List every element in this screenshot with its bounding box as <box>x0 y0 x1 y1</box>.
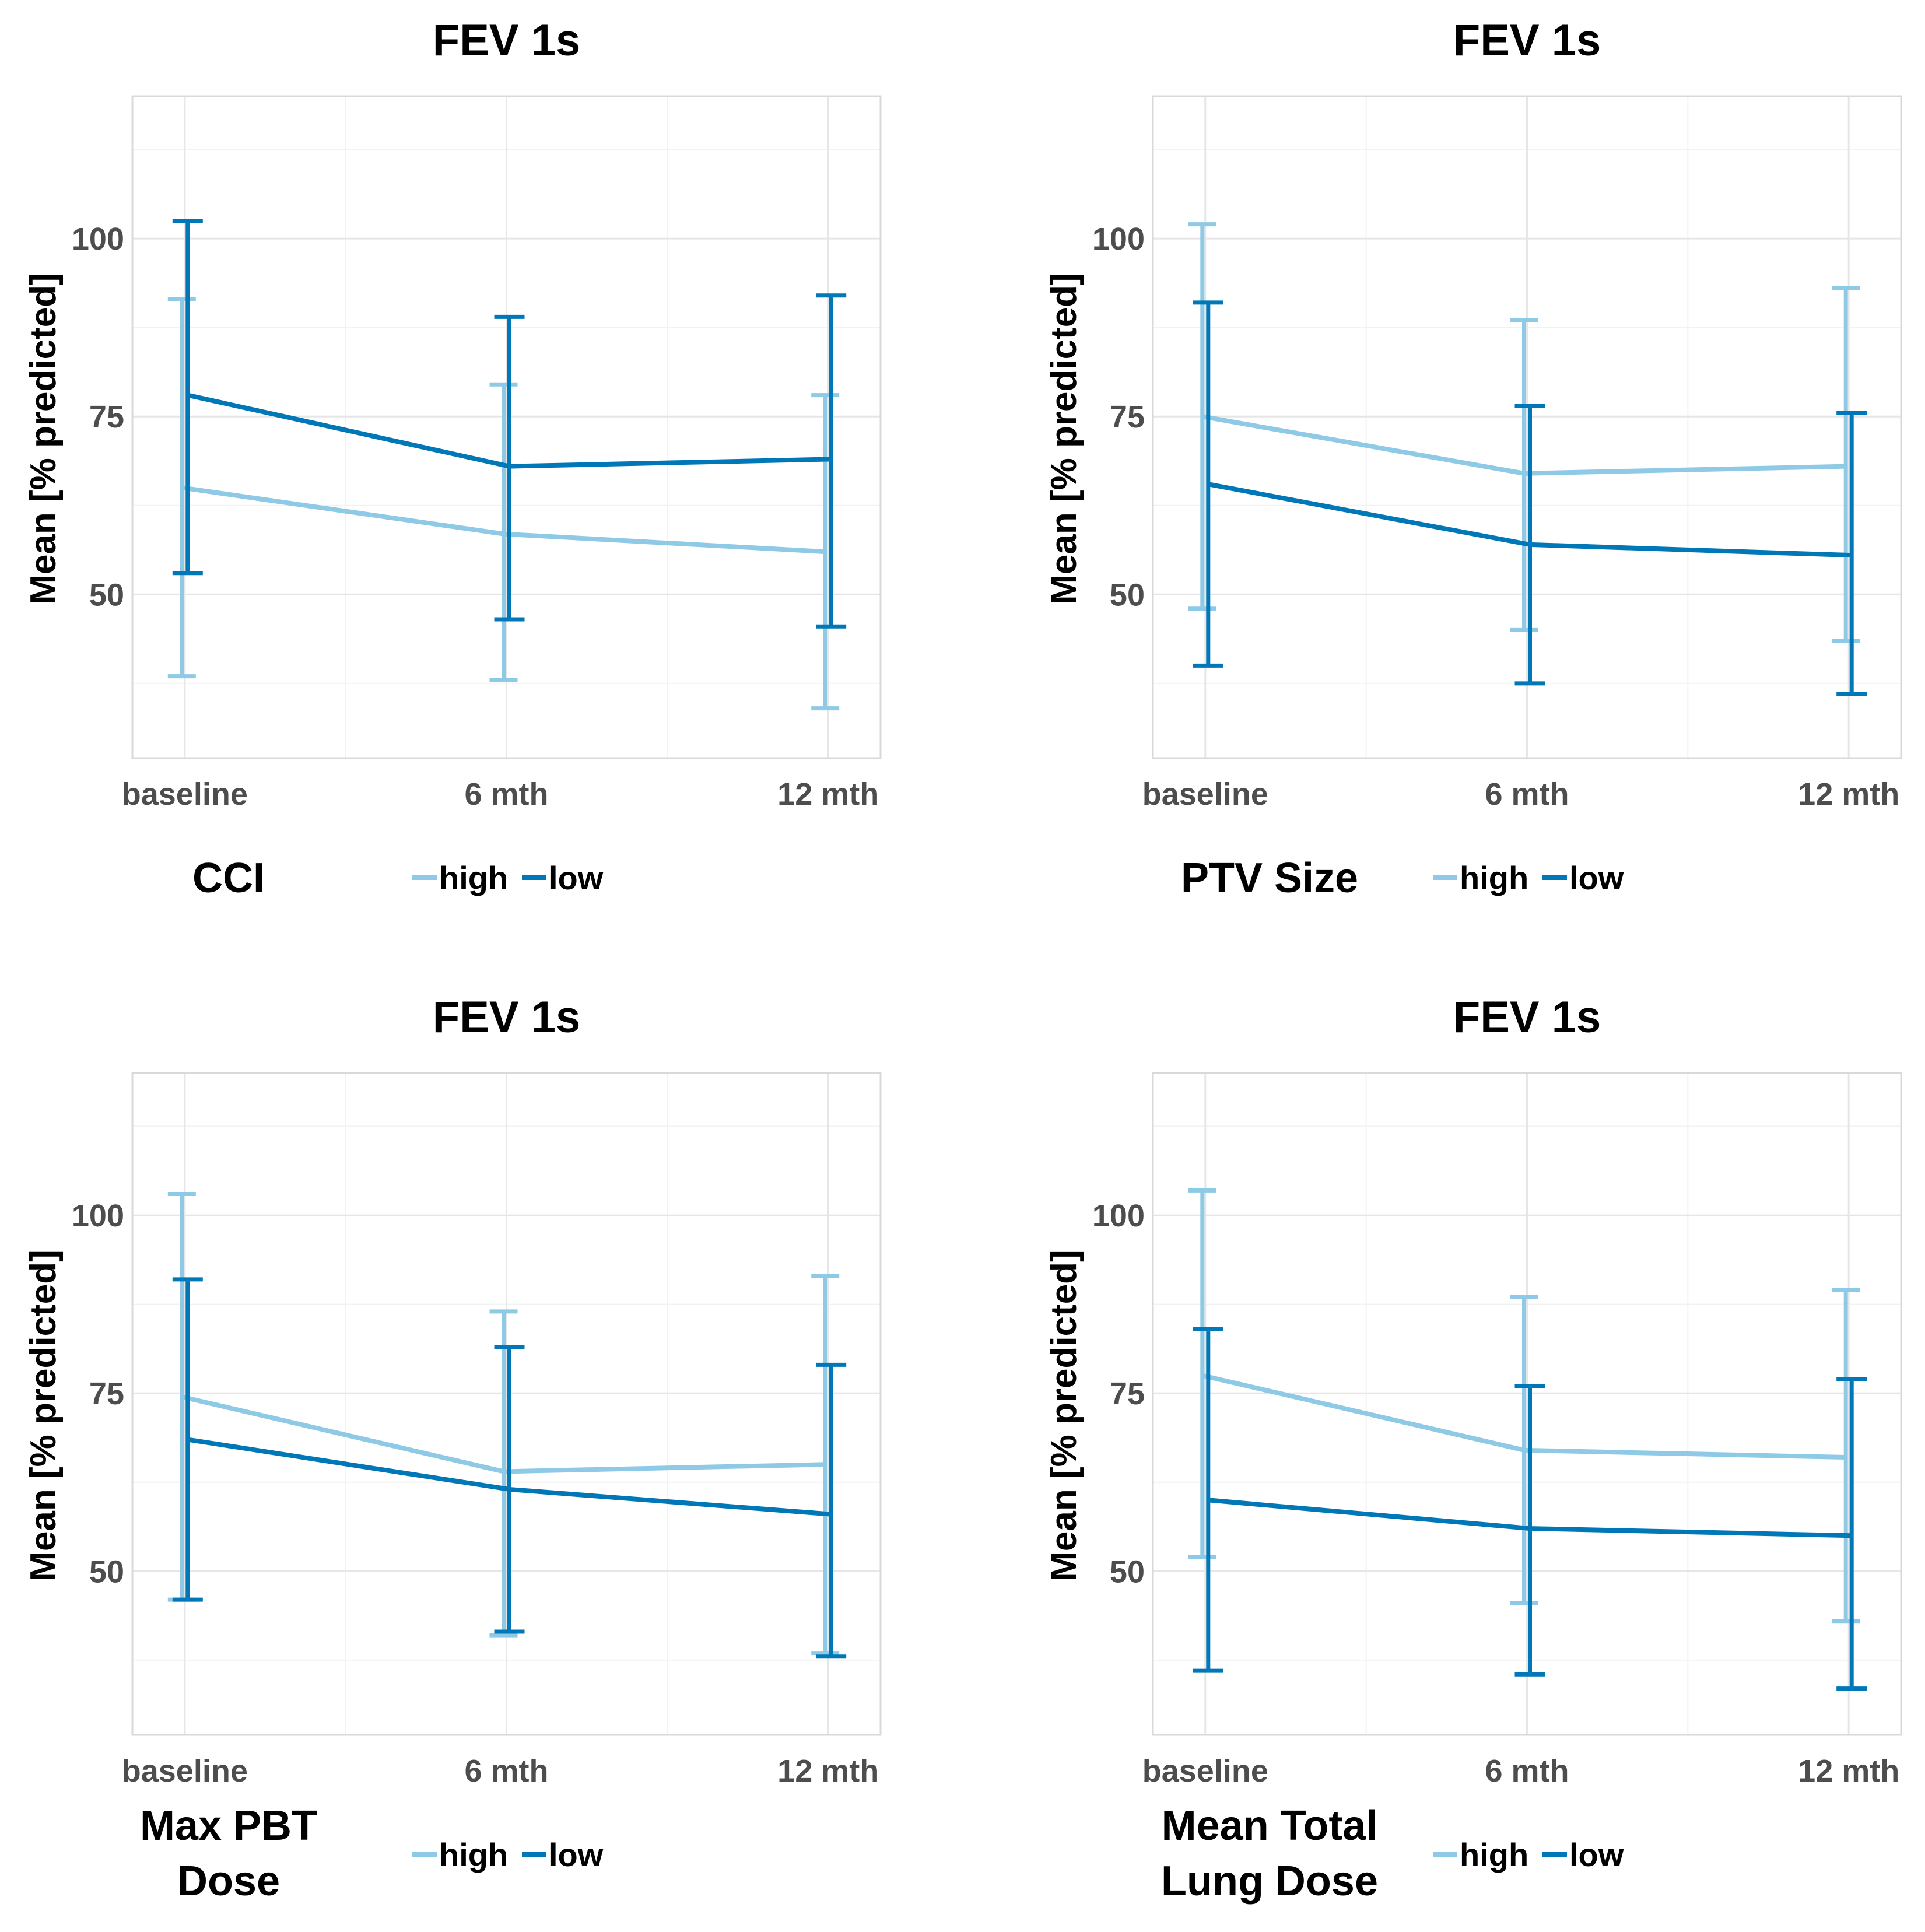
chart-panel-3: FEV 1s 50 75 100 baseline 6 mth 12 mth Mean [% … <box>23 993 882 1905</box>
y-tick-label: 100 <box>72 1198 124 1233</box>
legend-label-low: low <box>1569 1836 1624 1873</box>
y-tick-label: 100 <box>1092 222 1145 257</box>
legend-label-high: high <box>439 860 508 896</box>
series-high <box>1188 1188 1860 1624</box>
series-line <box>181 1394 826 1474</box>
series-high <box>1188 222 1860 643</box>
series-line <box>187 1437 832 1517</box>
y-tick-label: 50 <box>89 1554 124 1589</box>
x-tick-label: 12 mth <box>1798 777 1899 812</box>
series-high <box>167 1191 840 1656</box>
legend-label-high: high <box>1460 860 1528 896</box>
y-tick-label: 75 <box>1110 399 1145 434</box>
legend: Mean Total Lung Dose high low <box>1161 1803 1624 1905</box>
series-line <box>181 485 826 555</box>
y-tick-label: 75 <box>1110 1376 1145 1411</box>
x-tick-label: baseline <box>1142 777 1268 812</box>
chart-panel-1: FEV 1s 50 75 100 baseline 6 mth 12 mth Mean [% … <box>23 16 882 902</box>
y-axis-label: Mean [% predicted] <box>23 273 64 604</box>
series-line <box>1208 482 1852 558</box>
plot-border <box>131 95 882 759</box>
chart-title: FEV 1s <box>1453 993 1601 1042</box>
legend-label-low: low <box>549 1836 604 1873</box>
plot-border <box>1152 1072 1902 1736</box>
y-tick-label: 100 <box>1092 1198 1145 1233</box>
y-axis-label: Mean [% predicted] <box>1044 273 1084 604</box>
legend-title-line-1: Mean Total <box>1162 1803 1378 1849</box>
series-low <box>172 219 847 629</box>
x-tick-label: 6 mth <box>464 1754 548 1789</box>
legend-title-line-2: Dose <box>177 1858 280 1905</box>
x-tick-label: 12 mth <box>777 1754 879 1789</box>
legend: PTV Size high low <box>1181 855 1624 902</box>
legend-title-line-1: Max PBT <box>140 1803 317 1849</box>
series-low <box>1193 1327 1867 1691</box>
y-axis-label: Mean [% predicted] <box>23 1250 64 1581</box>
legend-title: CCI <box>192 855 265 902</box>
y-tick-label: 50 <box>1110 577 1145 612</box>
chart-title: FEV 1s <box>433 16 580 65</box>
legend: Max PBT Dose high low <box>140 1803 604 1905</box>
x-tick-label: 6 mth <box>464 777 548 812</box>
chart-panel-4: FEV 1s 50 75 100 baseline 6 mth 12 mth Mean [% … <box>1044 993 1902 1905</box>
y-axis-label: Mean [% predicted] <box>1044 1250 1084 1581</box>
y-tick-label: 50 <box>89 577 124 612</box>
legend-label-low: low <box>549 860 604 896</box>
y-tick-label: 100 <box>72 222 124 257</box>
x-tick-label: baseline <box>122 777 248 812</box>
chart-panel-2: FEV 1s 50 75 100 baseline 6 mth 12 mth Mean [% … <box>1044 16 1902 902</box>
x-tick-label: baseline <box>1142 1754 1268 1789</box>
chart-title: FEV 1s <box>1453 16 1601 65</box>
series-low <box>1193 300 1867 696</box>
series-line <box>1202 414 1846 476</box>
y-tick-label: 50 <box>1110 1554 1145 1589</box>
series-line <box>1201 1373 1846 1460</box>
legend-title: PTV Size <box>1181 855 1358 902</box>
series-line <box>187 392 832 469</box>
y-tick-label: 75 <box>89 399 124 434</box>
legend-label-high: high <box>439 1836 508 1873</box>
x-tick-label: 6 mth <box>1485 1754 1569 1789</box>
plot-border <box>131 1072 882 1736</box>
x-tick-label: 12 mth <box>777 777 879 812</box>
series-low <box>172 1277 847 1659</box>
plot-border <box>1152 95 1902 759</box>
chart-title: FEV 1s <box>433 993 580 1042</box>
legend-label-high: high <box>1460 1836 1528 1873</box>
series-high <box>167 297 840 711</box>
y-tick-label: 75 <box>89 1376 124 1411</box>
legend-label-low: low <box>1569 860 1624 896</box>
x-tick-label: 6 mth <box>1485 777 1569 812</box>
legend: CCI high low <box>192 855 604 902</box>
x-tick-label: baseline <box>122 1754 248 1789</box>
legend-title-line-2: Lung Dose <box>1161 1858 1378 1905</box>
x-tick-label: 12 mth <box>1798 1754 1899 1789</box>
series-line <box>1208 1498 1852 1538</box>
